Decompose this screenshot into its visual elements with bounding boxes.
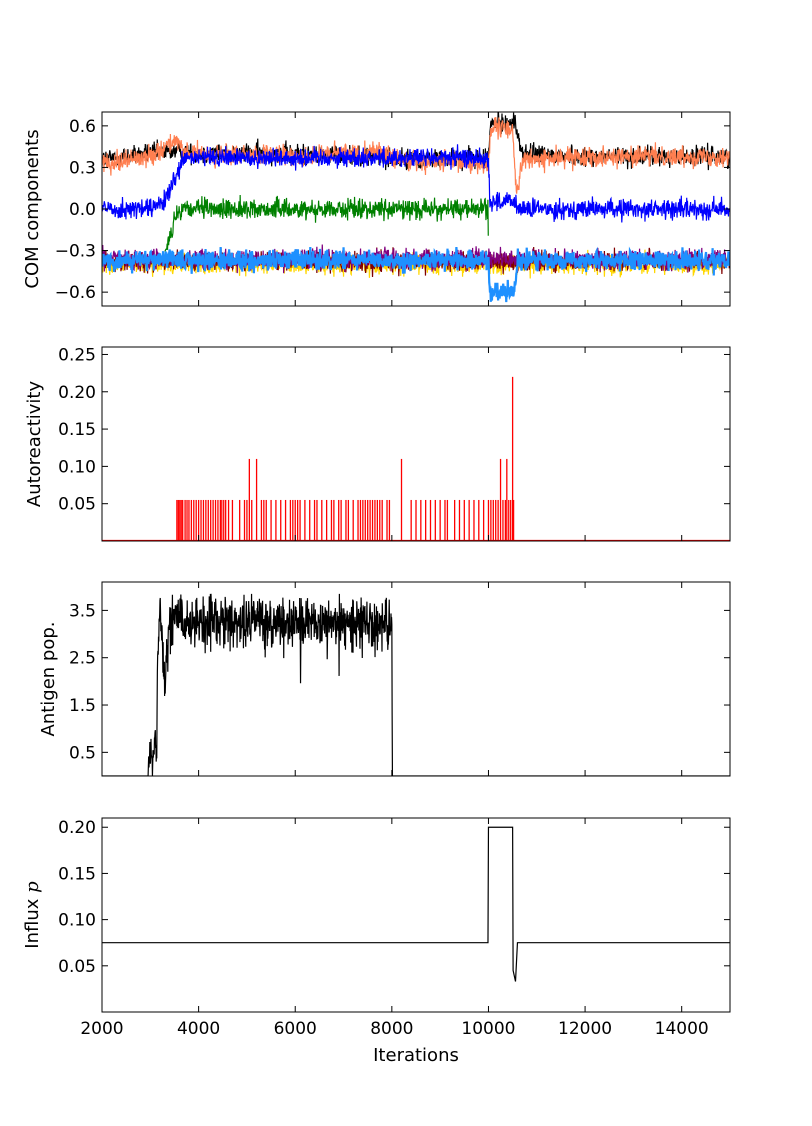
antigen-pop-line [102, 593, 730, 776]
influx-ticks: 0.05 0.10 0.15 0.20 2000 4000 6000 8000 10000 120… [58, 818, 730, 1039]
com-components-ytick-label: −0.3 [55, 242, 96, 262]
antigen-pop-panel: 0.5 1.5 2.5 3.5 Antigen pop. [38, 581, 731, 777]
autoreactivity-ytick-label: 0.10 [58, 457, 96, 477]
antigen-pop-ytick-label: 1.5 [69, 696, 96, 716]
influx-line [102, 826, 730, 982]
influx-ytick-label: 0.05 [58, 957, 96, 977]
influx-ylabel: Influx p [22, 881, 43, 949]
com-components-ytick-label: 0.3 [69, 158, 96, 178]
influx-ytick-label: 0.10 [58, 911, 96, 931]
antigen-pop-ylabel: Antigen pop. [38, 622, 59, 737]
iterations-xtick-label: 10000 [461, 1019, 515, 1039]
influx-panel: 0.05 0.10 0.15 0.20 2000 4000 6000 8000 10000 120… [22, 817, 731, 1066]
influx-plot [102, 826, 730, 982]
autoreactivity-ytick-label: 0.15 [58, 420, 96, 440]
autoreactivity-ytick-label: 0.25 [58, 345, 96, 365]
com-components-panel: 0.6 0.3 0.0 −0.3 −0.6 COM components [22, 111, 731, 307]
autoreactivity-ytick-label: 0.20 [58, 383, 96, 403]
influx-ytick-label: 0.20 [58, 818, 96, 838]
iterations-xtick-label: 12000 [558, 1019, 612, 1039]
autoreactivity-ticks: 0.05 0.10 0.15 0.20 0.25 [58, 345, 730, 541]
autoreactivity-ytick-label: 0.05 [58, 495, 96, 515]
autoreactivity-ylabel: Autoreactivity [24, 381, 45, 508]
autoreactivity-panel: 0.05 0.10 0.15 0.20 0.25 Autoreactivity [24, 345, 731, 542]
antigen-pop-plot [102, 593, 730, 776]
com-series-line [102, 246, 730, 303]
antigen-pop-ytick-label: 0.5 [69, 743, 96, 763]
com-components-ylabel: COM components [22, 129, 43, 288]
iterations-xtick-label: 8000 [370, 1019, 413, 1039]
iterations-xtick-label: 4000 [177, 1019, 220, 1039]
influx-ylabel-text: Influx [22, 893, 43, 949]
iterations-xtick-label: 2000 [80, 1019, 123, 1039]
iterations-xtick-label: 14000 [655, 1019, 709, 1039]
com-components-plot [102, 112, 730, 303]
influx-ytick-label: 0.15 [58, 864, 96, 884]
com-components-ytick-label: 0.0 [69, 200, 96, 220]
com-components-ytick-label: −0.6 [55, 283, 96, 303]
com-series-line [164, 195, 489, 252]
iterations-xlabel: Iterations [373, 1045, 459, 1066]
antigen-pop-ytick-label: 3.5 [69, 601, 96, 621]
antigen-pop-ytick-label: 2.5 [69, 649, 96, 669]
influx-ylabel-symbol: p [22, 881, 43, 893]
antigen-pop-ticks: 0.5 1.5 2.5 3.5 [69, 582, 730, 776]
iterations-xtick-label: 6000 [274, 1019, 317, 1039]
com-components-ytick-label: 0.6 [69, 117, 96, 137]
com-components-ticks: 0.6 0.3 0.0 −0.3 −0.6 [55, 112, 730, 306]
com-series-line [102, 144, 730, 223]
